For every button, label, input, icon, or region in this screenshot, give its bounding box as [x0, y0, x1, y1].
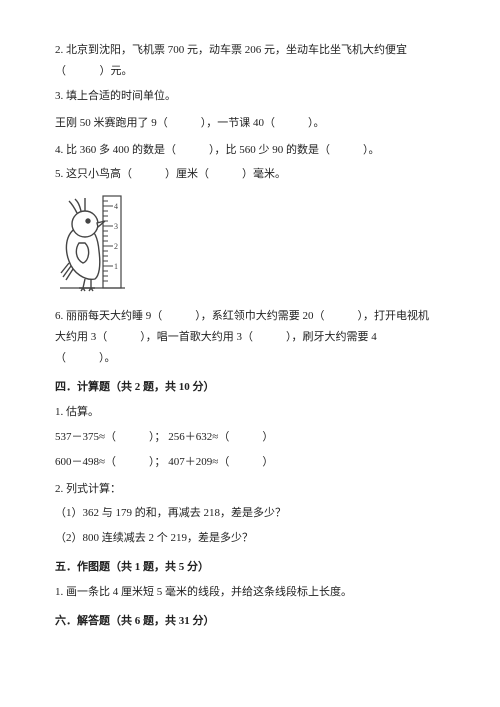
q2-line1: 2. 北京到沈阳，飞机票 700 元，动车票 206 元，坐动车比坐飞机大约便宜: [55, 44, 407, 56]
question-3-sub: 王刚 50 米赛跑用了 9（ ），一节课 40（ ）。: [55, 113, 445, 134]
q2-open: （: [55, 65, 66, 77]
sec4-q1-row1: 537－375≈（ ）； 256＋632≈（ ）: [55, 427, 445, 448]
sec4-q2-title: 2. 列式计算：: [55, 479, 445, 500]
q3-text: 3. 填上合适的时间单位。: [55, 90, 176, 102]
sec4-q2-a: （1）362 与 179 的和，再减去 218，差是多少？: [55, 503, 445, 524]
q6-line1: 6. 丽丽每天大约睡 9（ ），系红领巾大约需要 20（ ），打开电视机: [55, 310, 429, 322]
q4-text: 4. 比 360 多 400 的数是（ ），比 560 少 90 的数是（ ）。: [55, 144, 380, 156]
sec4-q1-row2: 600－498≈（ ）； 407＋209≈（ ）: [55, 452, 445, 473]
q5-text: 5. 这只小鸟高（ ）厘米（ ）毫米。: [55, 168, 286, 180]
section-5-title: 五．作图题（共 1 题，共 5 分）: [55, 557, 445, 578]
svg-text:2: 2: [114, 242, 118, 251]
question-2: 2. 北京到沈阳，飞机票 700 元，动车票 206 元，坐动车比坐飞机大约便宜…: [55, 40, 445, 82]
bird-ruler-svg: 4 3 2 1: [55, 191, 150, 296]
bird-ruler-figure: 4 3 2 1: [55, 191, 445, 296]
svg-text:1: 1: [114, 262, 118, 271]
sec5-q1: 1. 画一条比 4 厘米短 5 毫米的线段，并给这条线段标上长度。: [55, 582, 445, 603]
question-5: 5. 这只小鸟高（ ）厘米（ ）毫米。: [55, 164, 445, 185]
q6-line3: （ ）。: [55, 352, 116, 364]
svg-text:4: 4: [114, 202, 118, 211]
question-3: 3. 填上合适的时间单位。: [55, 86, 445, 107]
q2-close: ）元。: [100, 65, 133, 77]
section-6-title: 六．解答题（共 6 题，共 31 分）: [55, 611, 445, 632]
question-4: 4. 比 360 多 400 的数是（ ），比 560 少 90 的数是（ ）。: [55, 140, 445, 161]
svg-text:3: 3: [114, 222, 118, 231]
sec4-q2-b: （2）800 连续减去 2 个 219，差是多少？: [55, 528, 445, 549]
sec4-q1-title: 1. 估算。: [55, 402, 445, 423]
question-6: 6. 丽丽每天大约睡 9（ ），系红领巾大约需要 20（ ），打开电视机 大约用…: [55, 306, 445, 369]
q3-sub: 王刚 50 米赛跑用了 9（ ），一节课 40（ ）。: [55, 117, 325, 129]
section-4-title: 四．计算题（共 2 题，共 10 分）: [55, 377, 445, 398]
q6-line2: 大约用 3（ ），唱一首歌大约用 3（ ），刷牙大约需要 4: [55, 331, 377, 343]
